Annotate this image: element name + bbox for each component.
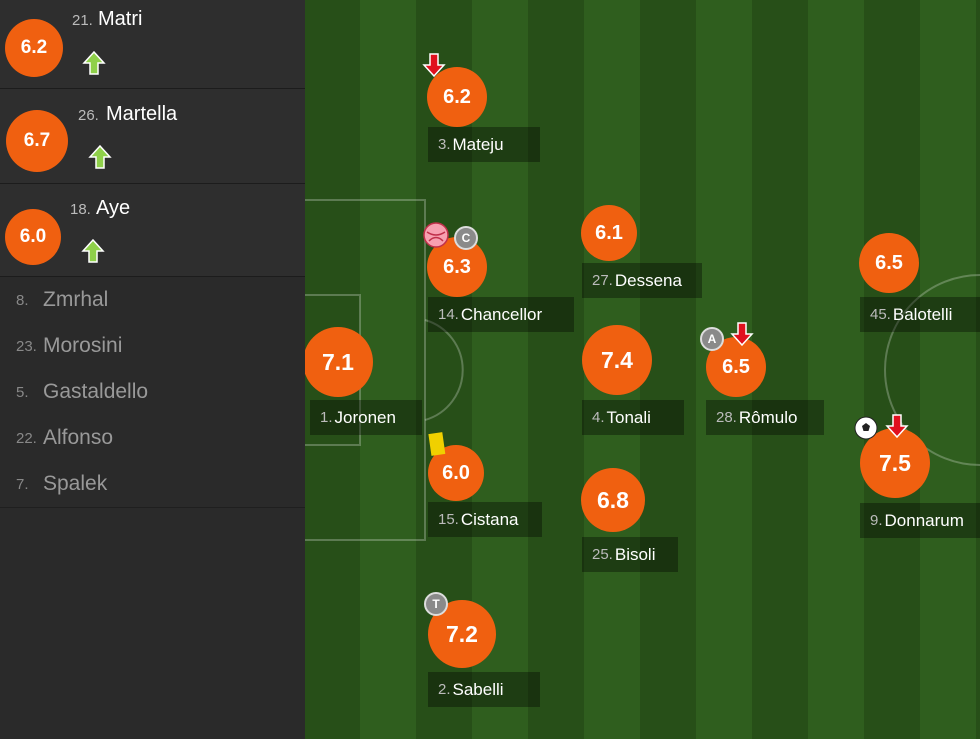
- player-name: Balotelli: [892, 304, 953, 324]
- player-name: Chancellor: [460, 304, 543, 324]
- sub-in-arrow: [87, 144, 113, 170]
- player-name: Mateju: [452, 134, 504, 154]
- bench-row: [0, 277, 305, 324]
- player-number: 1.: [320, 409, 333, 426]
- player-number: 18.: [70, 201, 91, 218]
- player-name: Cistana: [460, 509, 519, 529]
- player-name: Dessena: [614, 270, 682, 290]
- player-name: Rômulo: [738, 407, 798, 427]
- player-number: 9.: [870, 512, 883, 529]
- player-number: 14.: [438, 306, 459, 323]
- rating-circle: 6.2: [5, 19, 63, 77]
- player-number: 4.: [592, 409, 605, 426]
- player-label: 25. Bisoli: [582, 537, 678, 572]
- rating-circle: 6.5: [706, 337, 766, 397]
- role-badge: T: [424, 592, 448, 616]
- rating-circle: 7.5: [860, 428, 930, 498]
- player-name: Sabelli: [452, 679, 504, 699]
- sub-out-arrow: [729, 321, 755, 347]
- player-number: 45.: [870, 306, 891, 323]
- rating-circle: 6.7: [6, 110, 68, 172]
- player-number: 25.: [592, 546, 613, 563]
- rating-circle: 7.1: [305, 327, 373, 397]
- rating-circle: 6.0: [5, 209, 61, 265]
- role-badge: A: [700, 327, 724, 351]
- stripe: [528, 0, 584, 739]
- role-badge: C: [454, 226, 478, 250]
- player-label: 4. Tonali: [582, 400, 684, 435]
- rating-circle: 7.4: [582, 325, 652, 395]
- player-name: Joronen: [334, 407, 396, 427]
- bench-number: 22.: [16, 430, 37, 447]
- stripe: [864, 0, 920, 739]
- player-name: Martella: [106, 103, 178, 125]
- player-label: 45. Balotelli: [860, 297, 980, 332]
- rating-circle: 6.2: [427, 67, 487, 127]
- bench-number: 7.: [16, 476, 29, 493]
- player-number: 28.: [716, 409, 737, 426]
- rating-circle: 6.1: [581, 205, 637, 261]
- stripe: [808, 0, 864, 739]
- player-name: Aye: [96, 197, 131, 219]
- bench-name: Spalek: [43, 472, 108, 495]
- bench-name: Gastaldello: [43, 380, 149, 403]
- bench-number: 23.: [16, 338, 37, 355]
- pitch: 6.2 3. Mateju 6.3 14. Chancellor C 7.1 1. Joronen…: [305, 0, 980, 739]
- player-name: Donnarum: [884, 510, 964, 530]
- player-label: 1. Joronen: [310, 400, 422, 435]
- side-panel: 6.2 21. Matri 6.7 26. Martella 6.0 18. Aye 8. Zmrh…: [0, 0, 305, 739]
- player-label: 27. Dessena: [582, 263, 702, 298]
- player-label: 14. Chancellor: [428, 297, 574, 332]
- player-label: 15. Cistana: [428, 502, 542, 537]
- player-label: 2. Sabelli: [428, 672, 540, 707]
- player-label: 28. Rômulo: [706, 400, 824, 435]
- player-number: 3.: [438, 136, 451, 153]
- player-name: Matri: [98, 8, 143, 30]
- player-label: 9. Donnarum: [860, 503, 980, 538]
- bench-row: [0, 461, 305, 508]
- yellow-card: [424, 432, 450, 458]
- stripe: [920, 0, 976, 739]
- bench-name: Zmrhal: [43, 288, 109, 311]
- player-number: 2.: [438, 681, 451, 698]
- bench-number: 5.: [16, 384, 29, 401]
- player-name: Bisoli: [614, 544, 656, 564]
- bench-name: Alfonso: [43, 426, 114, 449]
- player-number: 26.: [78, 107, 99, 124]
- sub-in-arrow: [80, 238, 106, 264]
- bench-number: 8.: [16, 292, 29, 309]
- sub-in-arrow: [81, 50, 107, 76]
- player-number: 15.: [438, 511, 459, 528]
- goal-icon: [853, 415, 879, 441]
- rating-circle: 6.5: [859, 233, 919, 293]
- sub-out-arrow: [421, 52, 447, 78]
- player-number: 21.: [72, 12, 93, 29]
- sub-out-arrow: [884, 413, 910, 439]
- bench-name: Morosini: [43, 334, 123, 357]
- player-label: 3. Mateju: [428, 127, 540, 162]
- rating-circle: 6.8: [581, 468, 645, 532]
- bench-row: [0, 369, 305, 416]
- own-goal-icon: [423, 222, 449, 248]
- pitch-field: [305, 0, 980, 739]
- player-name: Tonali: [606, 407, 651, 427]
- rating-circle: 6.0: [428, 445, 484, 501]
- stripe: [976, 0, 980, 739]
- player-number: 27.: [592, 272, 613, 289]
